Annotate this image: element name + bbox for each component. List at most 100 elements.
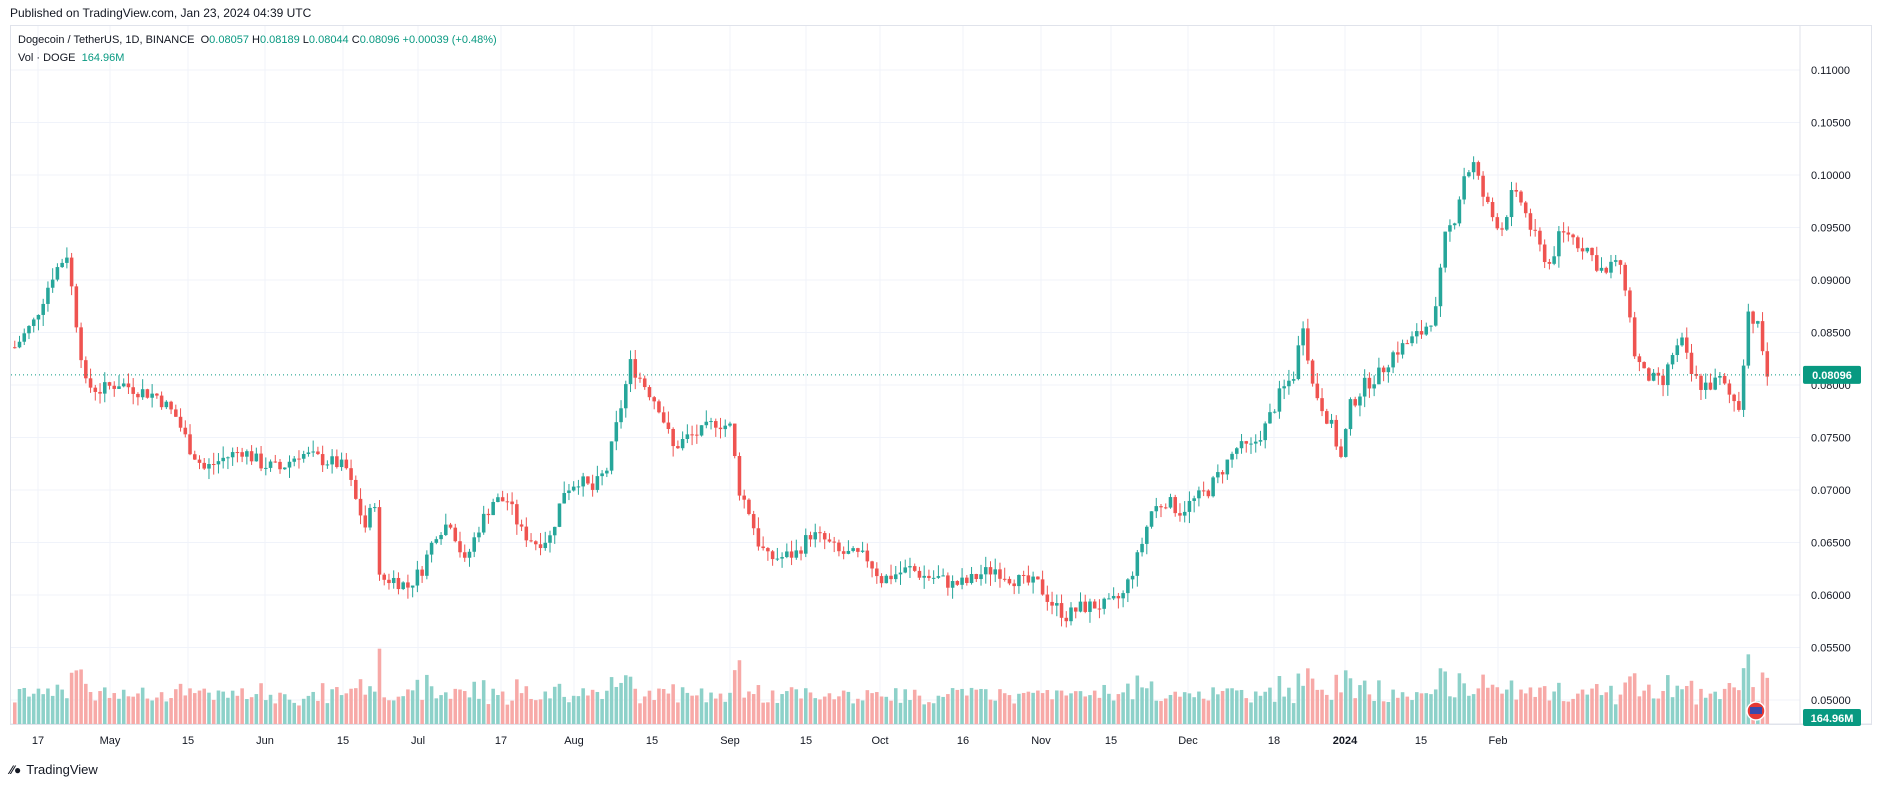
candle-body [1552, 256, 1556, 264]
candle-body [1443, 231, 1447, 268]
volume-bar [519, 693, 524, 724]
candle-body [860, 550, 865, 552]
candle-body [401, 582, 405, 590]
volume-bar [1178, 696, 1182, 724]
candle-body [1486, 196, 1490, 203]
candle-body [1396, 352, 1400, 355]
volume-bar [1201, 698, 1206, 724]
open-value: 0.08057 [209, 34, 249, 46]
volume-bar [27, 696, 31, 724]
volume-bar [1291, 703, 1296, 724]
x-tick-label: Sep [720, 735, 740, 747]
candle-body [434, 539, 439, 543]
candle-body [69, 257, 74, 287]
volume-bar [178, 683, 183, 724]
low-label: L [302, 34, 309, 46]
volume-bar [1741, 668, 1746, 724]
volume-bar [467, 697, 472, 724]
candle-body [661, 412, 666, 423]
volume-bar [723, 701, 728, 724]
candle-body [515, 504, 519, 525]
candle-body [1277, 388, 1282, 412]
tradingview-brand[interactable]: ⁄⁄● TradingView [10, 762, 98, 777]
candle-body [1069, 607, 1073, 622]
candle-body [368, 507, 372, 528]
volume-bar [477, 698, 481, 724]
volume-bar [117, 698, 121, 724]
volume-bar [259, 683, 263, 724]
volume-bar [1111, 700, 1116, 724]
candle-body [1168, 497, 1173, 508]
candle-body [1637, 356, 1642, 363]
volume-bar [1490, 684, 1495, 724]
volume-bar [1017, 693, 1021, 724]
volume-bar [46, 688, 50, 724]
candle-body [1467, 172, 1471, 177]
candle-body [1325, 411, 1329, 424]
volume-bar [624, 675, 628, 724]
volume-bar [1301, 685, 1305, 724]
candle-body [1514, 190, 1519, 192]
volume-bar [1362, 680, 1367, 724]
candle-body [737, 456, 742, 496]
candle-body [524, 526, 529, 541]
volume-bar [1561, 701, 1566, 724]
candle-body [898, 572, 903, 575]
volume-bar [1670, 697, 1675, 724]
candle-body [794, 550, 799, 558]
candle-body [1680, 337, 1684, 346]
volume-bar [699, 688, 704, 724]
candle-body [571, 486, 576, 491]
candle-body [657, 401, 661, 413]
x-tick-label: 15 [646, 735, 658, 747]
candle-body [680, 438, 685, 449]
candle-body [377, 507, 382, 575]
candle-body [1192, 498, 1196, 501]
volume-bar [155, 697, 159, 724]
candle-body [1737, 401, 1741, 410]
volume-bar [1377, 680, 1381, 724]
candle-body [406, 582, 410, 588]
candle-body [486, 513, 491, 516]
volume-bar [434, 698, 439, 724]
volume-bar [1651, 698, 1656, 724]
x-tick-label: 2024 [1333, 735, 1358, 747]
candle-body [827, 539, 832, 542]
candle-body [13, 347, 17, 349]
published-caption: Published on TradingView.com, Jan 23, 20… [10, 6, 312, 20]
candle-body [1353, 399, 1357, 406]
volume-bar [1732, 687, 1736, 724]
candle-body [813, 532, 818, 540]
volume-bar [1424, 693, 1429, 724]
volume-bar [1647, 684, 1651, 724]
y-tick-label: 0.09500 [1811, 223, 1851, 235]
volume-bar [628, 676, 633, 724]
volume-bar [240, 688, 244, 724]
volume-bar [1121, 692, 1125, 724]
candle-body [1258, 440, 1263, 442]
candle-body [1580, 248, 1585, 252]
candle-body [766, 548, 770, 552]
candle-body [1126, 579, 1130, 594]
symbol-legend: Dogecoin / TetherUS, 1D, BINANCE O0.0805… [18, 34, 497, 46]
volume-bar [505, 704, 510, 724]
volume-bar [1097, 697, 1102, 724]
candle-body [1358, 396, 1362, 406]
candle-body [339, 459, 344, 468]
volume-bar [401, 696, 405, 724]
volume-bar [803, 688, 808, 724]
volume-bar [917, 695, 922, 724]
candle-body [808, 535, 813, 540]
candle-body [136, 393, 140, 398]
candle-body [1220, 472, 1225, 475]
candle-body [1002, 578, 1007, 580]
candle-body [282, 467, 287, 470]
symbol-name[interactable]: Dogecoin / TetherUS, 1D, BINANCE [18, 34, 195, 46]
x-tick-label: 17 [32, 735, 44, 747]
candle-body [822, 533, 827, 540]
volume-bar [950, 688, 955, 724]
volume-bar [666, 693, 671, 724]
candle-body [1576, 237, 1580, 249]
volume-bar [425, 674, 429, 724]
